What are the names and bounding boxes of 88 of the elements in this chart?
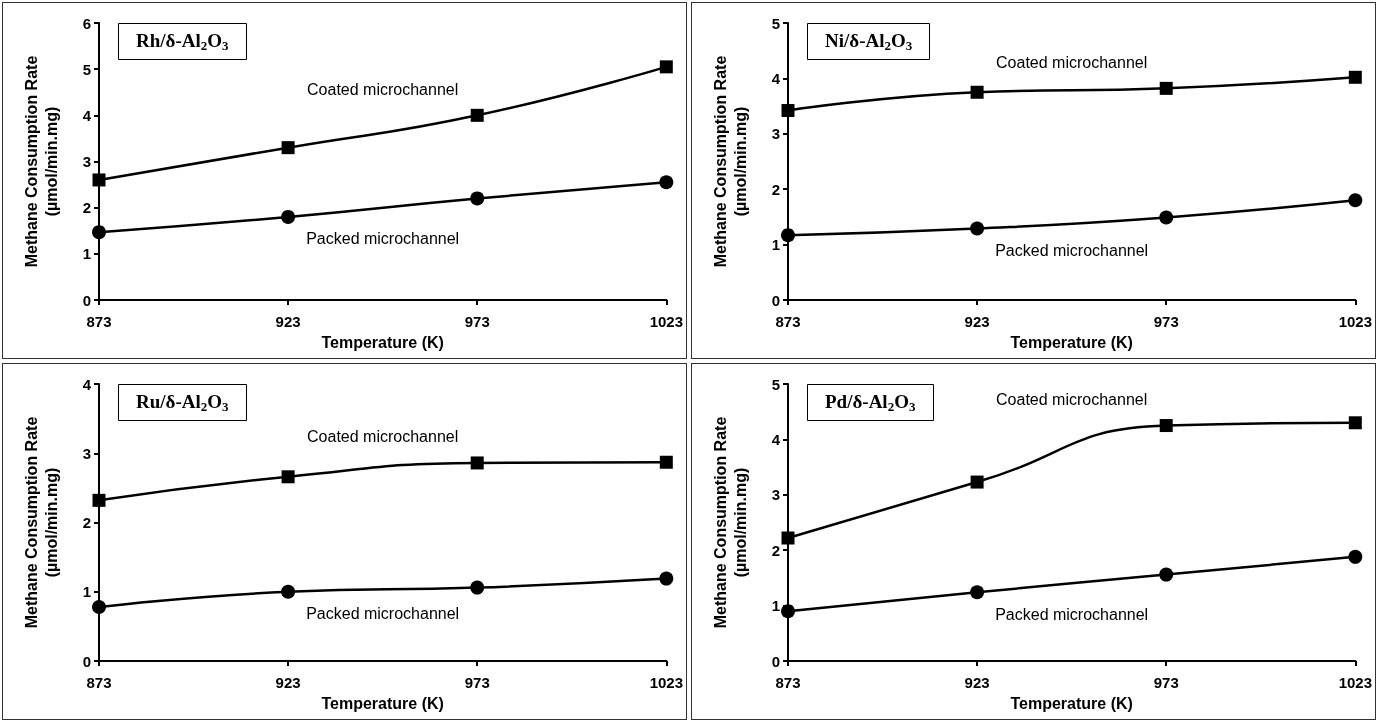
y-tick-label: 2 (771, 541, 780, 559)
y-tick-label: 5 (771, 375, 780, 393)
x-axis-title: Temperature (K) (321, 694, 444, 712)
point (281, 209, 296, 224)
y-tick-label: 3 (82, 444, 91, 462)
point (470, 456, 484, 470)
y-axis-title: Methane Consumption Rate (µmol/min.mg) (22, 416, 60, 629)
y-tick-label: 0 (82, 291, 91, 309)
point (1159, 81, 1173, 95)
point (781, 531, 795, 545)
x-tick-label: 923 (964, 313, 990, 330)
x-tick-label: 1023 (649, 313, 683, 330)
y-tick-label: 0 (771, 652, 780, 670)
point (659, 175, 674, 190)
y-tick-label: 1 (82, 245, 91, 263)
point (470, 580, 485, 595)
series-label: Packed microchannel (995, 605, 1149, 623)
point (1348, 70, 1362, 84)
point (970, 475, 984, 489)
point (470, 108, 484, 122)
y-tick-label: 2 (82, 199, 91, 217)
y-axis-title: Methane Consumption Rate (µmol/min.mg) (711, 416, 749, 629)
x-tick-label: 973 (1153, 674, 1179, 691)
point (970, 85, 984, 99)
point (781, 604, 795, 619)
point (1348, 193, 1363, 208)
y-tick-label: 0 (771, 291, 780, 309)
point (1159, 567, 1174, 582)
y-tick-label: 1 (771, 597, 780, 615)
point (281, 141, 295, 155)
point (970, 221, 985, 236)
x-tick-label: 973 (1153, 313, 1179, 330)
y-tick-label: 5 (82, 60, 91, 78)
point (281, 470, 295, 484)
series-label: Coated microchannel (996, 53, 1148, 71)
series-label: Packed microchannel (306, 605, 460, 623)
point (1159, 419, 1173, 433)
point (281, 584, 296, 599)
x-tick-label: 923 (275, 313, 301, 330)
y-tick-label: 3 (771, 486, 780, 504)
point (92, 493, 106, 507)
point (781, 104, 795, 118)
y-tick-label: 4 (82, 375, 92, 393)
x-tick-label: 873 (86, 674, 112, 691)
x-tick-label: 1023 (649, 674, 683, 691)
x-tick-label: 873 (775, 674, 801, 691)
x-tick-label: 973 (464, 313, 490, 330)
y-tick-label: 4 (771, 69, 781, 87)
x-tick-label: 873 (775, 313, 801, 330)
point (659, 571, 674, 586)
x-tick-label: 1023 (1338, 313, 1372, 330)
y-tick-label: 3 (771, 125, 780, 143)
x-tick-label: 1023 (1338, 674, 1372, 691)
y-axis-title: Methane Consumption Rate (µmol/min.mg) (711, 55, 749, 268)
x-tick-label: 873 (86, 313, 112, 330)
point (970, 585, 985, 600)
point (1348, 549, 1363, 564)
x-tick-label: 923 (275, 674, 301, 691)
x-axis-title: Temperature (K) (1010, 333, 1133, 351)
y-tick-label: 3 (82, 153, 91, 170)
y-tick-label: 1 (82, 583, 91, 601)
point (1348, 416, 1362, 430)
point (1159, 210, 1174, 225)
series-label: Coated microchannel (996, 391, 1148, 409)
point (659, 60, 673, 74)
y-tick-label: 4 (771, 430, 781, 448)
y-tick-label: 0 (82, 652, 91, 670)
x-tick-label: 923 (964, 674, 990, 691)
x-axis-title: Temperature (K) (321, 333, 444, 351)
point (92, 173, 106, 187)
y-tick-label: 5 (771, 14, 780, 32)
y-tick-label: 2 (771, 180, 780, 198)
series-label: Coated microchannel (307, 428, 459, 446)
x-axis-title: Temperature (K) (1010, 694, 1133, 712)
series-label: Packed microchannel (995, 242, 1149, 260)
y-tick-label: 1 (771, 236, 780, 254)
point (92, 225, 106, 240)
point (659, 455, 673, 469)
y-tick-label: 2 (82, 514, 91, 531)
series-label: Packed microchannel (306, 230, 460, 248)
y-tick-label: 4 (82, 106, 92, 124)
series-label: Coated microchannel (307, 80, 459, 98)
point (470, 191, 485, 206)
y-tick-label: 6 (82, 14, 91, 32)
point (781, 228, 795, 243)
point (92, 599, 106, 614)
y-axis-title: Methane Consumption Rate (µmol/min.mg) (22, 55, 60, 268)
x-tick-label: 973 (464, 674, 490, 691)
